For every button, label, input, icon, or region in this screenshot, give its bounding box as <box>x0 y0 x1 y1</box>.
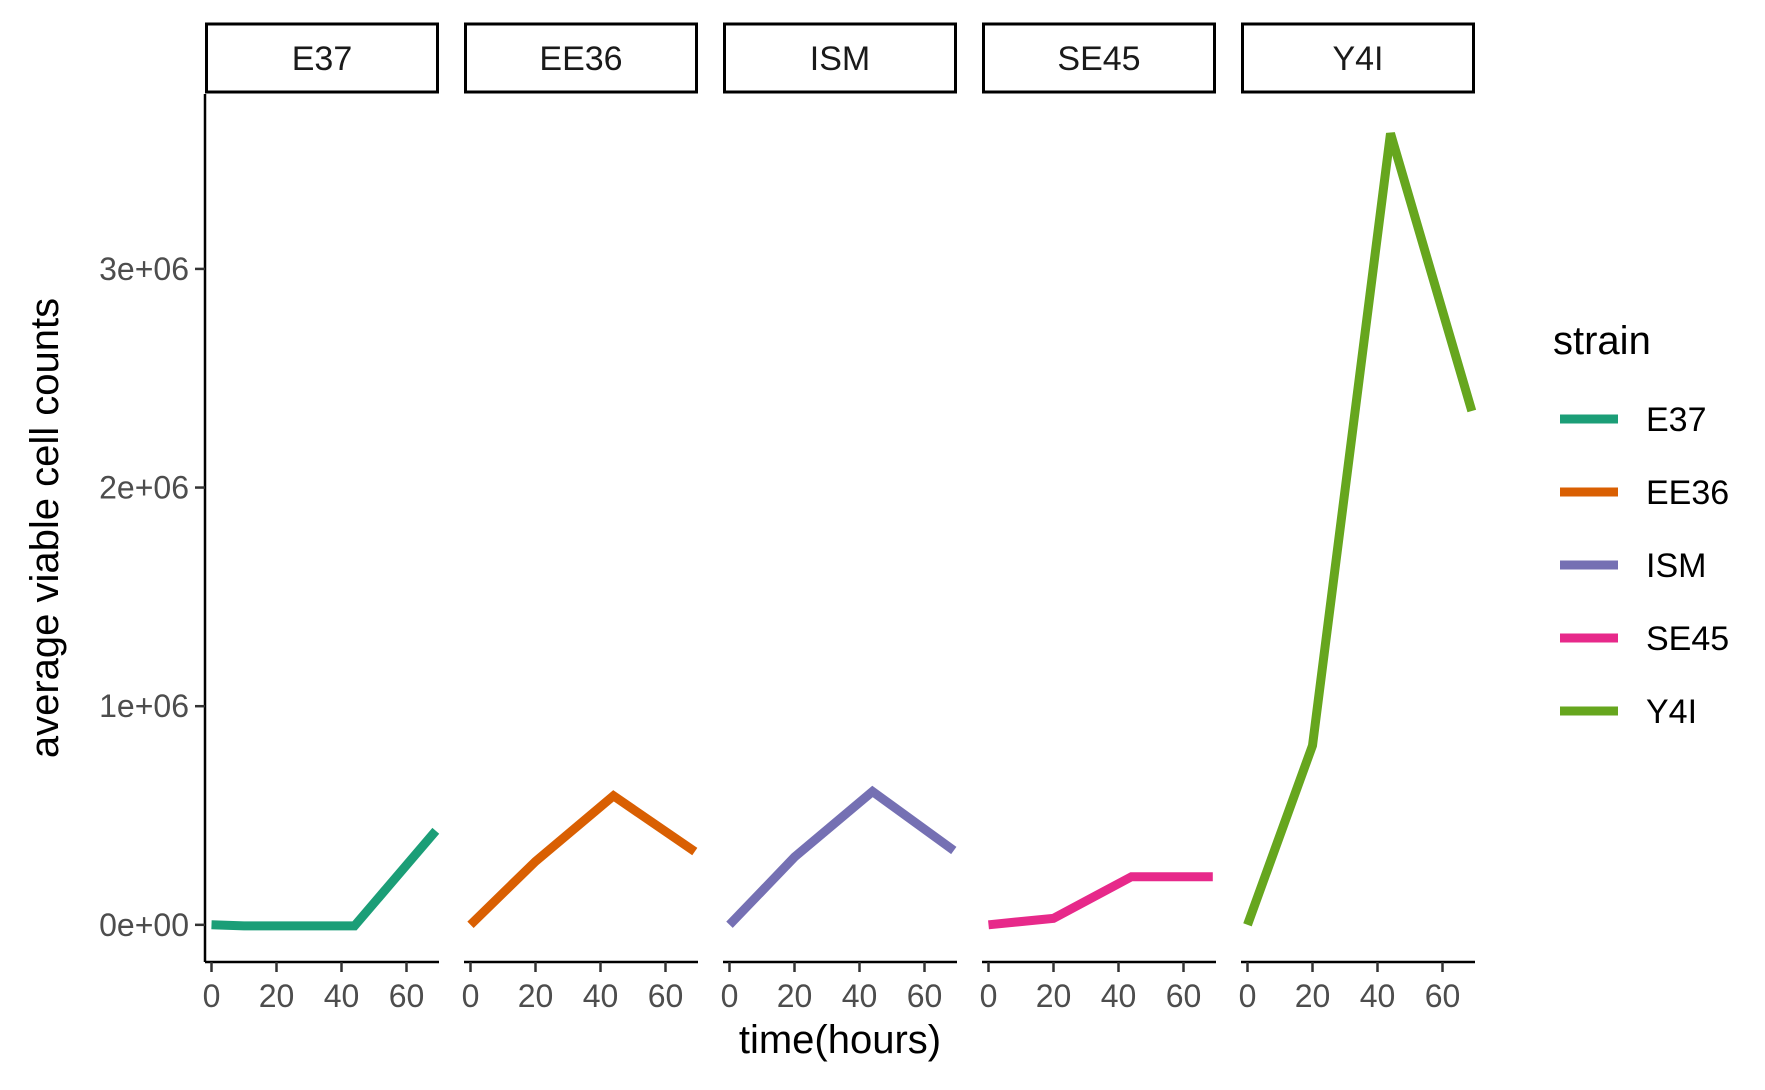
y-axis-title: average viable cell counts <box>23 298 67 758</box>
x-tick-label: 60 <box>389 978 425 1014</box>
x-tick-label: 0 <box>980 978 998 1014</box>
y-tick-label: 2e+06 <box>99 470 189 506</box>
x-tick-label: 60 <box>648 978 684 1014</box>
x-tick-label: 40 <box>842 978 878 1014</box>
x-tick-label: 60 <box>907 978 943 1014</box>
legend-title: strain <box>1553 319 1651 363</box>
strip-label-y4i: Y4I <box>1332 40 1383 78</box>
y-tick-label: 3e+06 <box>99 251 189 287</box>
x-tick-label: 20 <box>1036 978 1072 1014</box>
strip-label-se45: SE45 <box>1057 40 1140 78</box>
strip-box-ee36 <box>464 22 698 94</box>
strip-label-ism: ISM <box>810 40 870 78</box>
series-line-y4i <box>1243 132 1477 927</box>
x-tick-label: 40 <box>1360 978 1396 1014</box>
x-tick-label: 0 <box>1239 978 1257 1014</box>
x-tick-label: 40 <box>324 978 360 1014</box>
x-tick-label: 20 <box>1295 978 1331 1014</box>
x-tick-label: 60 <box>1166 978 1202 1014</box>
series-line-se45 <box>988 872 1213 930</box>
series-line-e37 <box>211 827 440 931</box>
strip-box-e37 <box>205 22 439 94</box>
strip-label-ee36: EE36 <box>539 40 622 78</box>
x-tick-label: 60 <box>1425 978 1461 1014</box>
x-tick-label: 0 <box>462 978 480 1014</box>
legend-label-ism: ISM <box>1646 547 1706 585</box>
x-tick-label: 0 <box>721 978 739 1014</box>
series-line-ism <box>726 785 957 928</box>
legend-label-se45: SE45 <box>1646 620 1729 658</box>
x-tick-label: 20 <box>518 978 554 1014</box>
strip-box-se45 <box>982 22 1216 94</box>
strip-box-y4i <box>1241 22 1475 94</box>
series-line-ee36 <box>467 790 698 929</box>
y-tick-label: 0e+00 <box>99 907 189 943</box>
legend-label-e37: E37 <box>1646 401 1707 439</box>
legend-label-ee36: EE36 <box>1646 474 1729 512</box>
strip-box-ism <box>723 22 957 94</box>
x-tick-label: 20 <box>259 978 295 1014</box>
legend-label-y4i: Y4I <box>1646 693 1697 731</box>
x-tick-label: 0 <box>203 978 221 1014</box>
strip-label-e37: E37 <box>292 40 353 78</box>
y-tick-label: 1e+06 <box>99 688 189 724</box>
x-axis-title: time(hours) <box>739 1018 941 1062</box>
x-tick-label: 40 <box>1101 978 1137 1014</box>
x-tick-label: 20 <box>777 978 813 1014</box>
x-tick-label: 40 <box>583 978 619 1014</box>
